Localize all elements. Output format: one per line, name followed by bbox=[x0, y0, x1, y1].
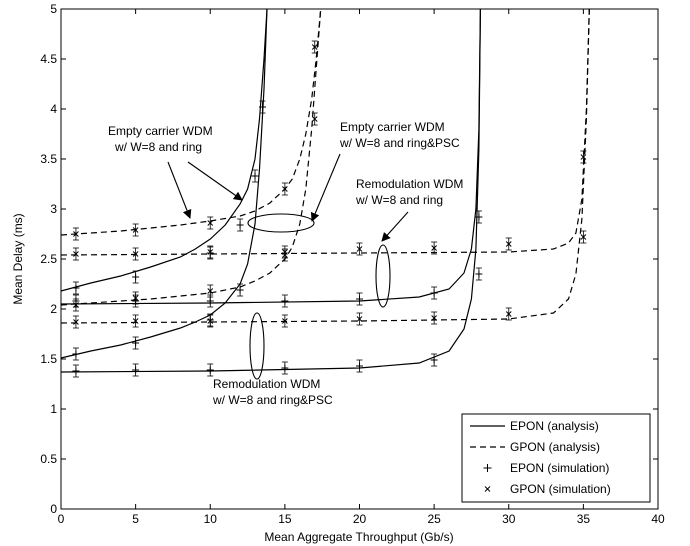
y-tick-label: 1.5 bbox=[40, 352, 57, 366]
epon-sim-point bbox=[475, 270, 483, 278]
epon-sim-point bbox=[281, 364, 289, 372]
y-axis-label: Mean Delay (ms) bbox=[11, 213, 25, 304]
annotation-remod-ring: Remodulation WDM w/ W=8 and ring bbox=[355, 177, 467, 207]
y-tick-label: 3 bbox=[50, 202, 57, 216]
gpon-sim-point bbox=[132, 251, 139, 257]
x-tick-label: 15 bbox=[278, 512, 292, 526]
epon-sim-point bbox=[236, 221, 244, 229]
epon-analysis-line bbox=[60, 8, 268, 359]
gpon-sim-point bbox=[431, 245, 437, 251]
gpon-sim-point bbox=[73, 251, 79, 257]
x-tick-label: 20 bbox=[353, 512, 367, 526]
epon-sim-point bbox=[430, 289, 438, 297]
annotation-arrow bbox=[381, 211, 409, 242]
y-tick-label: 1 bbox=[50, 402, 57, 416]
annotation-empty-ringpsc: Empty carrier WDM w/ W=8 and ring&PSC bbox=[339, 120, 460, 150]
epon-sim-point bbox=[132, 339, 140, 347]
gpon-sim-point bbox=[505, 311, 512, 317]
x-tick-label: 40 bbox=[651, 512, 665, 526]
y-tick-label: 4.5 bbox=[40, 52, 57, 66]
gpon-sim-point bbox=[73, 231, 79, 237]
annotation-ellipse bbox=[249, 312, 265, 380]
legend: EPON (analysis) GPON (analysis) EPON (si… bbox=[461, 413, 651, 503]
gpon-sim-point bbox=[356, 316, 363, 322]
gpon-sim-point bbox=[73, 302, 79, 308]
x-tick-label: 25 bbox=[427, 512, 441, 526]
epon-sim-point bbox=[281, 297, 289, 305]
gpon-sim-point bbox=[132, 227, 139, 233]
gpon-sim-point bbox=[282, 249, 288, 255]
epon-sim-point bbox=[206, 297, 214, 305]
epon-sim-point bbox=[72, 284, 80, 292]
epon-analysis-line bbox=[60, 8, 481, 305]
annotation-ellipse bbox=[247, 213, 315, 233]
legend-marker-cross bbox=[484, 486, 491, 492]
epon-sim-point bbox=[206, 366, 214, 374]
gpon-sim-point bbox=[207, 249, 214, 255]
x-tick-label: 0 bbox=[58, 512, 65, 526]
gpon-sim-point bbox=[311, 116, 318, 122]
gpon-sim-point bbox=[580, 154, 587, 160]
epon-sim-point bbox=[72, 367, 80, 375]
y-tick-label: 2 bbox=[50, 302, 57, 316]
x-tick-label: 5 bbox=[132, 512, 139, 526]
epon-sim-point bbox=[258, 103, 266, 111]
legend-label: GPON (analysis) bbox=[510, 440, 600, 454]
annotation-arrow bbox=[187, 161, 243, 201]
y-tick-label: 3.5 bbox=[40, 152, 57, 166]
gpon-sim-point bbox=[311, 44, 318, 50]
x-axis-label: Mean Aggregate Throughput (Gb/s) bbox=[264, 530, 453, 544]
epon-sim-point bbox=[356, 362, 363, 370]
x-tick-label: 30 bbox=[502, 512, 516, 526]
legend-label: EPON (simulation) bbox=[510, 461, 609, 475]
x-tick-label: 35 bbox=[577, 512, 591, 526]
y-tick-label: 5 bbox=[50, 2, 57, 16]
plot-frame bbox=[60, 8, 659, 510]
annotation-remod-ringpsc: Remodulation WDM w/ W=8 and ring&PSC bbox=[212, 377, 333, 407]
gpon-sim-point bbox=[207, 318, 214, 324]
epon-sim-point bbox=[132, 273, 140, 281]
y-tick-label: 0.5 bbox=[40, 452, 57, 466]
gpon-sim-point bbox=[207, 220, 214, 226]
epon-sim-point bbox=[72, 350, 80, 358]
legend-marker-plus bbox=[483, 464, 492, 472]
epon-analysis-line bbox=[60, 8, 268, 292]
gpon-sim-point bbox=[132, 295, 139, 301]
gpon-sim-point bbox=[73, 319, 79, 325]
gpon-sim-point bbox=[505, 241, 512, 247]
legend-label: EPON (analysis) bbox=[510, 419, 599, 433]
y-tick-label: 0 bbox=[50, 502, 57, 516]
annotation-arrow bbox=[310, 153, 341, 222]
legend-label: GPON (simulation) bbox=[510, 482, 611, 496]
gpon-analysis-line bbox=[60, 8, 322, 236]
gpon-analysis-line bbox=[60, 8, 322, 306]
epon-sim-point bbox=[356, 295, 363, 303]
annotation-arrow bbox=[167, 161, 192, 219]
x-tick-label: 10 bbox=[204, 512, 218, 526]
epon-sim-point bbox=[236, 286, 244, 294]
gpon-sim-point bbox=[431, 315, 437, 321]
y-tick-label: 2.5 bbox=[40, 252, 57, 266]
epon-sim-point bbox=[251, 172, 259, 180]
gpon-sim-point bbox=[282, 318, 288, 324]
annotation-empty-ring: Empty carrier WDM w/ W=8 and ring bbox=[108, 124, 216, 154]
epon-sim-point bbox=[430, 356, 438, 364]
gpon-sim-point bbox=[132, 318, 139, 324]
y-tick-label: 4 bbox=[50, 102, 57, 116]
gpon-sim-point bbox=[282, 186, 288, 192]
epon-sim-point bbox=[475, 213, 483, 221]
gpon-sim-point bbox=[207, 288, 214, 294]
gpon-sim-point bbox=[356, 246, 363, 252]
legend-box bbox=[461, 413, 651, 503]
gpon-analysis-line bbox=[60, 8, 590, 324]
gpon-sim-point bbox=[580, 234, 587, 240]
annotation-ellipse bbox=[375, 244, 391, 308]
epon-sim-point bbox=[132, 366, 140, 374]
